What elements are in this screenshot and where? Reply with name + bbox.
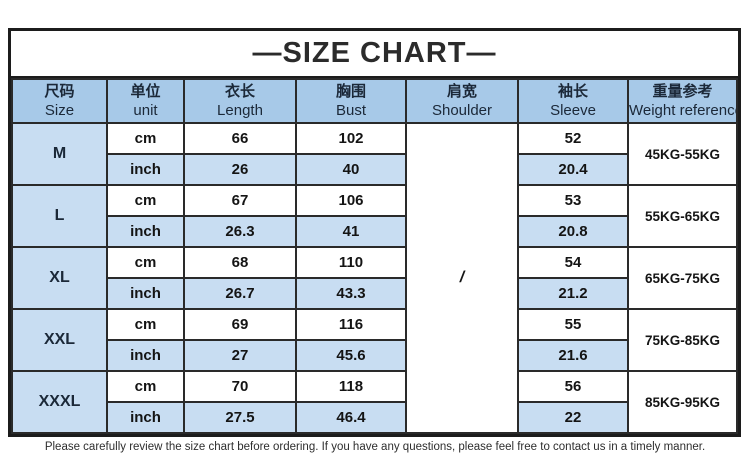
size-cell-m: M (11, 122, 108, 186)
unit-cell-cm: cm (106, 370, 185, 403)
unit-cell-cm: cm (106, 122, 185, 155)
column-header-shoulder-en: Shoulder (431, 102, 493, 119)
column-header-length: 衣长 Length (183, 78, 297, 124)
length-inch-value: 27 (183, 339, 297, 372)
weight-cell-l: 55KG-65KG (627, 184, 738, 248)
table-row-xl-cm: XL cm 68 110 54 65KG-75KG (11, 246, 738, 310)
sleeve-inch-value: 22 (517, 401, 629, 434)
title-band: —SIZE CHART— (11, 31, 738, 78)
size-cell-xxl: XXL (11, 308, 108, 372)
bust-cm-value: 106 (295, 184, 407, 217)
size-chart-frame: —SIZE CHART— 尺码 Size 单位 unit 衣长 Length (8, 28, 741, 437)
unit-cell-cm: cm (106, 184, 185, 217)
bust-inch-value: 43.3 (295, 277, 407, 310)
length-cm-value: 70 (183, 370, 297, 403)
column-header-sleeve-zh: 袖长 (557, 83, 588, 100)
bust-inch-value: 41 (295, 215, 407, 248)
length-cm-value: 67 (183, 184, 297, 217)
sleeve-inch-value: 21.2 (517, 277, 629, 310)
shoulder-merged-cell: / (405, 122, 519, 434)
sleeve-inch-value: 20.4 (517, 153, 629, 186)
unit-cell-inch: inch (106, 153, 185, 186)
bust-cm-value: 118 (295, 370, 407, 403)
sleeve-cm-value: 56 (517, 370, 629, 403)
length-inch-value: 26.3 (183, 215, 297, 248)
unit-cell-cm: cm (106, 246, 185, 279)
weight-cell-xxxl: 85KG-95KG (627, 370, 738, 434)
length-inch-value: 27.5 (183, 401, 297, 434)
footer-note: Please carefully review the size chart b… (44, 441, 706, 453)
column-header-unit: 单位 unit (106, 78, 185, 124)
bust-cm-value: 116 (295, 308, 407, 341)
unit-cell-cm: cm (106, 308, 185, 341)
weight-cell-xxl: 75KG-85KG (627, 308, 738, 372)
unit-cell-inch: inch (106, 215, 185, 248)
weight-cell-xl: 65KG-75KG (627, 246, 738, 310)
page-title: —SIZE CHART— (252, 37, 497, 69)
length-cm-value: 69 (183, 308, 297, 341)
sleeve-cm-value: 55 (517, 308, 629, 341)
header-row: 尺码 Size 单位 unit 衣长 Length 胸围 Bust 肩宽 S (11, 78, 738, 124)
column-header-weight-zh: 重量参考 (652, 83, 713, 100)
column-header-shoulder-zh: 肩宽 (446, 83, 477, 100)
column-header-size-zh: 尺码 (44, 83, 75, 100)
column-header-unit-en: unit (133, 102, 158, 119)
sleeve-inch-value: 21.6 (517, 339, 629, 372)
table-row-m-inch: inch 26 40 20.4 (12, 153, 737, 186)
table-row-l-cm: L cm 67 106 53 55KG-65KG (11, 184, 738, 248)
size-cell-l: L (11, 184, 108, 248)
length-inch-value: 26 (183, 153, 297, 186)
column-header-length-en: Length (217, 102, 263, 119)
column-header-size-en: Size (44, 102, 75, 119)
column-header-bust: 胸围 Bust (295, 78, 407, 124)
length-inch-value: 26.7 (183, 277, 297, 310)
column-header-weight: 重量参考 Weight reference (627, 78, 738, 124)
unit-cell-inch: inch (106, 339, 185, 372)
unit-cell-inch: inch (106, 401, 185, 434)
column-header-unit-zh: 单位 (130, 83, 161, 100)
column-header-shoulder: 肩宽 Shoulder (405, 78, 519, 124)
bust-inch-value: 46.4 (295, 401, 407, 434)
size-table: 尺码 Size 单位 unit 衣长 Length 胸围 Bust 肩宽 S (11, 78, 738, 434)
column-header-sleeve: 袖长 Sleeve (517, 78, 629, 124)
table-row-xxl-inch: inch 27 45.6 21.6 (12, 339, 737, 372)
column-header-length-zh: 衣长 (224, 83, 255, 100)
column-header-size: 尺码 Size (11, 78, 108, 124)
table-row-l-inch: inch 26.3 41 20.8 (12, 215, 737, 248)
table-row-xxl-cm: XXL cm 69 116 55 75KG-85KG (11, 308, 738, 372)
sleeve-cm-value: 54 (517, 246, 629, 279)
bust-inch-value: 45.6 (295, 339, 407, 372)
length-cm-value: 68 (183, 246, 297, 279)
bust-cm-value: 110 (295, 246, 407, 279)
length-cm-value: 66 (183, 122, 297, 155)
size-cell-xxxl: XXXL (11, 370, 108, 434)
bust-cm-value: 102 (295, 122, 407, 155)
bust-inch-value: 40 (295, 153, 407, 186)
table-row-xxxl-cm: XXXL cm 70 118 56 85KG-95KG (11, 370, 738, 434)
column-header-bust-en: Bust (335, 102, 366, 119)
sleeve-cm-value: 53 (517, 184, 629, 217)
sleeve-inch-value: 20.8 (517, 215, 629, 248)
column-header-weight-en: Weight reference (629, 102, 737, 119)
table-row-xxxl-inch: inch 27.5 46.4 22 (12, 401, 737, 434)
weight-cell-m: 45KG-55KG (627, 122, 738, 186)
column-header-sleeve-en: Sleeve (550, 102, 596, 119)
table-row-m-cm: M cm 66 102 / 52 45KG-55KG (11, 122, 738, 434)
column-header-bust-zh: 胸围 (335, 83, 366, 100)
unit-cell-inch: inch (106, 277, 185, 310)
size-cell-xl: XL (11, 246, 108, 310)
sleeve-cm-value: 52 (517, 122, 629, 155)
table-row-xl-inch: inch 26.7 43.3 21.2 (12, 277, 737, 310)
